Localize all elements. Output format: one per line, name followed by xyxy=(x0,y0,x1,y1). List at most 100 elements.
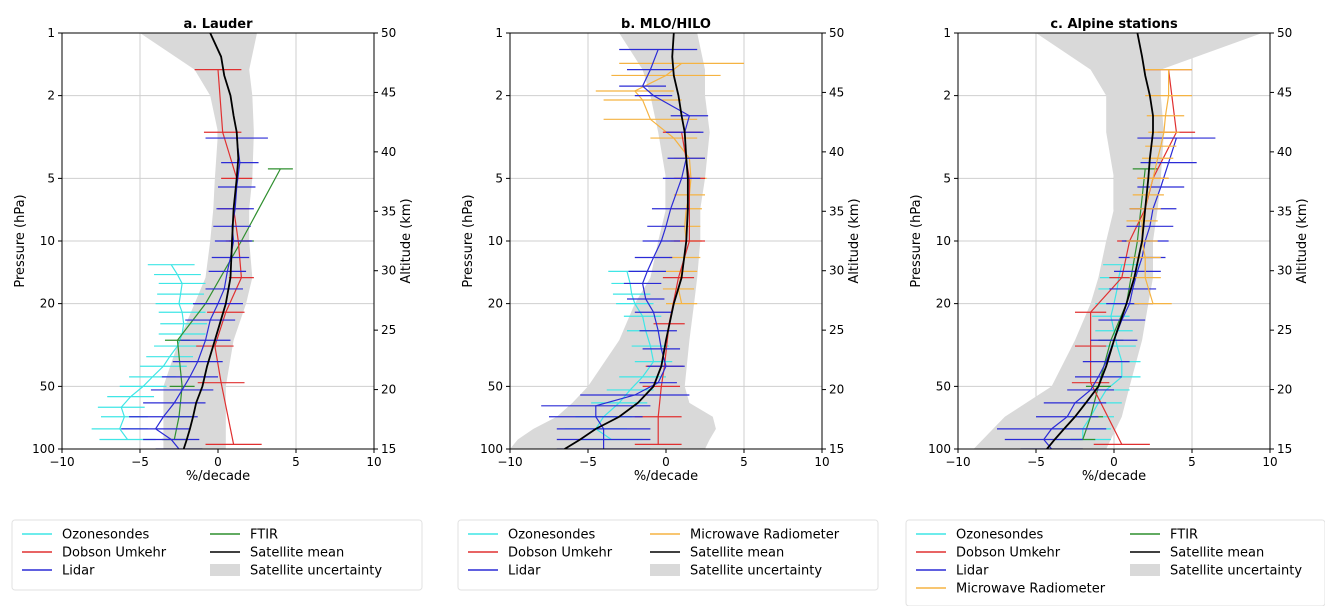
x-tick-label: −5 xyxy=(131,455,149,469)
legend-entry: Dobson Umkehr xyxy=(62,546,167,561)
series-line-ozonesondes xyxy=(119,264,185,440)
series-line-ozonesondes xyxy=(594,271,655,440)
y-tick-label: 50 xyxy=(488,379,503,393)
y-tick-label: 2 xyxy=(47,89,55,103)
series-line-satellite-mean xyxy=(182,33,240,449)
y2-tick-label: 15 xyxy=(829,442,844,456)
y-tick-label: 5 xyxy=(495,171,503,185)
y-tick-label: 50 xyxy=(936,379,951,393)
y-axis-label: Pressure (hPa) xyxy=(909,194,924,287)
y2-axis-label: Altitude (km) xyxy=(399,198,414,283)
series-line-satellite-mean xyxy=(1046,33,1154,449)
x-tick-label: −5 xyxy=(579,455,597,469)
series-line-lidar xyxy=(154,137,241,449)
satellite-uncertainty-band xyxy=(140,33,257,449)
series-line-dobson-umkehr xyxy=(214,69,243,445)
y2-tick-label: 45 xyxy=(381,85,396,99)
y-axis-label: Pressure (hPa) xyxy=(13,194,28,287)
x-axis-label: %/decade xyxy=(186,469,250,484)
y-tick-label: 2 xyxy=(495,89,503,103)
series-group xyxy=(997,33,1216,449)
series-group xyxy=(91,33,293,449)
legend-frame xyxy=(11,519,423,591)
y2-tick-label: 25 xyxy=(1277,323,1292,337)
y-tick-label: 100 xyxy=(928,442,951,456)
y-tick-label: 50 xyxy=(40,379,55,393)
y-tick-label: 10 xyxy=(936,234,951,248)
legend-entry: Satellite mean xyxy=(1170,546,1264,561)
legend-frame xyxy=(457,519,879,591)
legend-swatch xyxy=(650,564,680,576)
y-tick-label: 10 xyxy=(488,234,503,248)
y2-axis-label: Altitude (km) xyxy=(847,198,862,283)
x-tick-label: −10 xyxy=(497,455,522,469)
y2-tick-label: 30 xyxy=(829,264,844,278)
y-tick-label: 5 xyxy=(47,171,55,185)
legend-1: Ozonesondes FTIR Dobson Umkehr Satellite me… xyxy=(11,519,423,591)
series-line-lidar xyxy=(1043,137,1177,449)
panel-title: b. MLO/HILO xyxy=(621,17,711,32)
x-tick-label: 10 xyxy=(1262,455,1277,469)
legend-entry: Ozonesondes xyxy=(62,528,149,543)
y2-tick-label: 40 xyxy=(381,145,396,159)
y2-tick-label: 35 xyxy=(829,204,844,218)
x-tick-label: 0 xyxy=(662,455,670,469)
legend-entry: Ozonesondes xyxy=(508,528,595,543)
y2-tick-label: 20 xyxy=(381,383,396,397)
legend-3: Ozonesondes FTIR Dobson Umkehr Satellite me… xyxy=(905,519,1325,606)
legend-entry: Microwave Radiometer xyxy=(690,528,840,543)
legend-entry: Microwave Radiometer xyxy=(956,582,1106,597)
legend-entry: Lidar xyxy=(956,564,989,579)
series-line-dobson-umkehr xyxy=(1089,69,1178,445)
legend-entry: Dobson Umkehr xyxy=(956,546,1061,561)
y2-tick-label: 50 xyxy=(1277,26,1292,40)
x-tick-label: 0 xyxy=(1110,455,1118,469)
y2-tick-label: 15 xyxy=(381,442,396,456)
legend-entry: Satellite uncertainty xyxy=(1170,564,1302,579)
y-tick-label: 20 xyxy=(40,297,55,311)
series-line-satellite-mean xyxy=(564,33,689,449)
legend-swatch xyxy=(210,564,240,576)
chart-panel-3: −10 −5 0 5 101251020501005045403530252015c. … xyxy=(909,17,1310,484)
y2-tick-label: 30 xyxy=(1277,264,1292,278)
y-tick-label: 1 xyxy=(495,26,503,40)
y-tick-label: 1 xyxy=(943,26,951,40)
y2-tick-label: 35 xyxy=(381,204,396,218)
y2-tick-label: 50 xyxy=(829,26,844,40)
legend-entry: Lidar xyxy=(62,564,95,579)
y-axis-label: Pressure (hPa) xyxy=(461,194,476,287)
legend-entry: Lidar xyxy=(508,564,541,579)
panel-title: a. Lauder xyxy=(183,17,253,32)
y-tick-label: 2 xyxy=(943,89,951,103)
legend-2: Ozonesondes Microwave Radiometer Dobson Um… xyxy=(457,519,879,591)
x-tick-label: −5 xyxy=(1027,455,1045,469)
x-axis-label: %/decade xyxy=(1082,469,1146,484)
y-tick-label: 100 xyxy=(32,442,55,456)
series-line-ozonesondes xyxy=(1082,264,1123,440)
y-tick-label: 20 xyxy=(936,297,951,311)
legend-entry: Satellite mean xyxy=(250,546,344,561)
y2-tick-label: 15 xyxy=(1277,442,1292,456)
y-tick-label: 20 xyxy=(488,297,503,311)
y-tick-label: 1 xyxy=(47,26,55,40)
y2-tick-label: 40 xyxy=(829,145,844,159)
y-tick-label: 5 xyxy=(943,171,951,185)
legend-entry: Satellite mean xyxy=(690,546,784,561)
legend-entry: Dobson Umkehr xyxy=(508,546,613,561)
legend-frame xyxy=(905,519,1325,606)
legend-entry: Satellite uncertainty xyxy=(250,564,382,579)
y-tick-label: 100 xyxy=(480,442,503,456)
y2-axis-label: Altitude (km) xyxy=(1295,198,1310,283)
y2-tick-label: 50 xyxy=(381,26,396,40)
y-tick-label: 10 xyxy=(40,234,55,248)
series-line-microwave-radiometer xyxy=(1141,69,1170,304)
y2-tick-label: 30 xyxy=(381,264,396,278)
x-tick-label: 10 xyxy=(814,455,829,469)
panel-title: c. Alpine stations xyxy=(1050,17,1178,32)
y2-tick-label: 40 xyxy=(1277,145,1292,159)
y2-tick-label: 20 xyxy=(1277,383,1292,397)
chart-panel-1: −10 −5 0 5 101251020501005045403530252015a. … xyxy=(13,17,414,484)
legend-swatch xyxy=(1130,564,1160,576)
series-line-lidar xyxy=(595,49,691,449)
x-axis-label: %/decade xyxy=(634,469,698,484)
